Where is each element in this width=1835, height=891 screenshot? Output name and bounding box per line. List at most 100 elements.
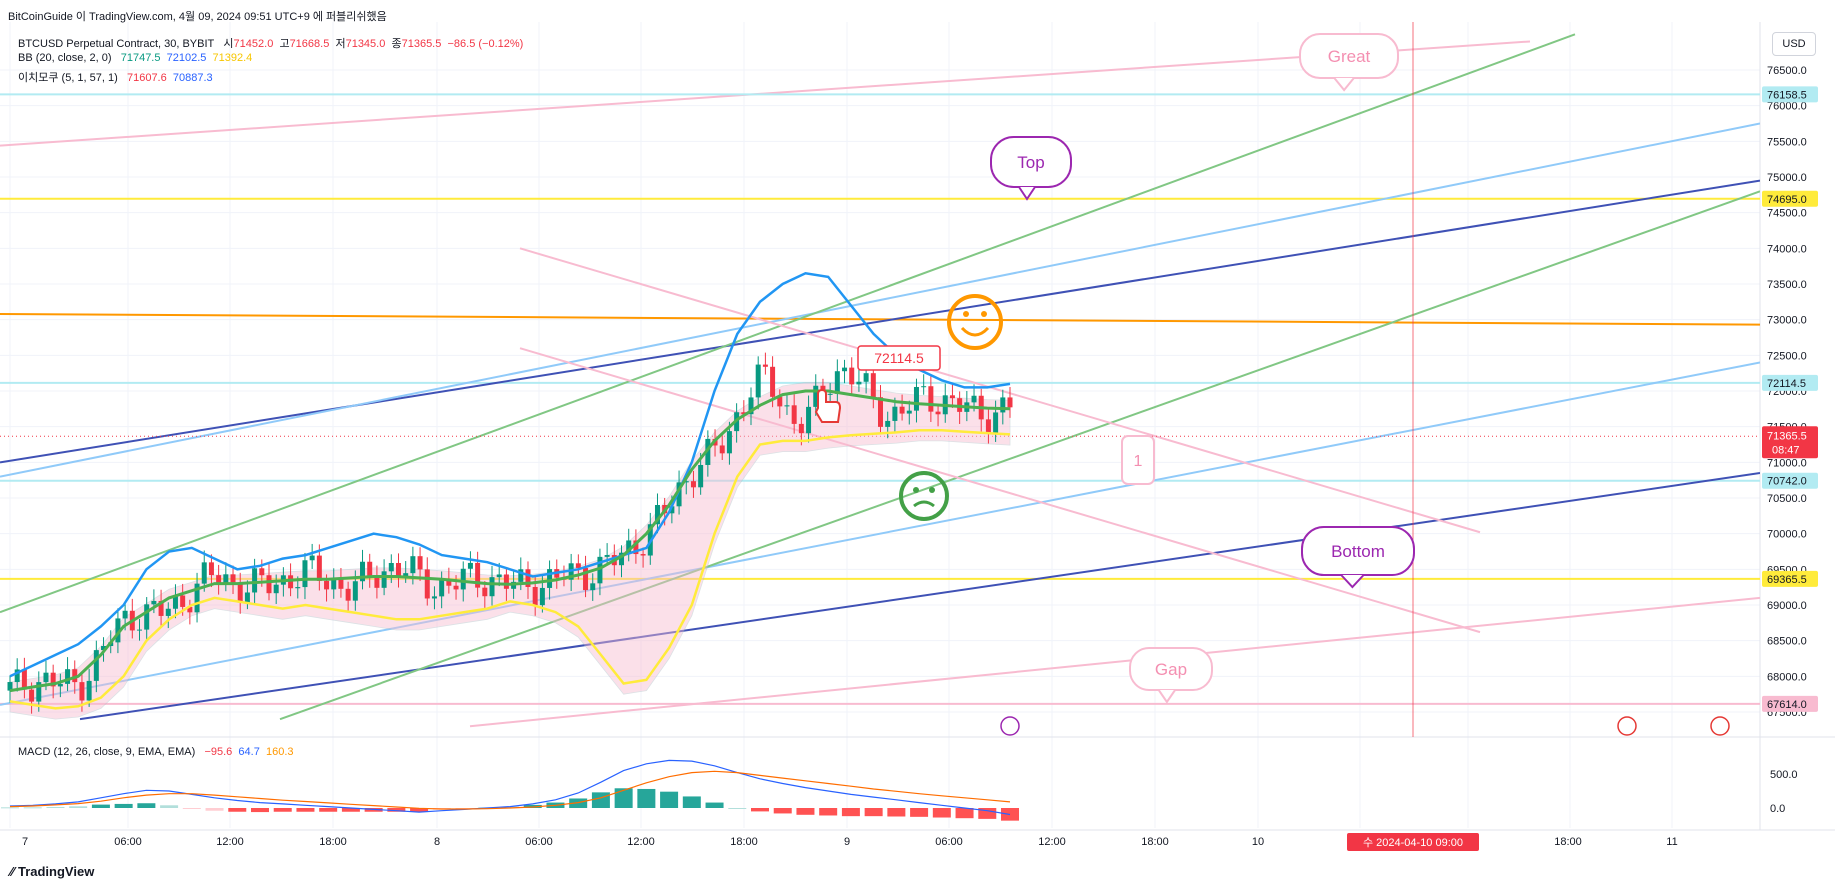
pink-lower-channel <box>469 596 1760 728</box>
price-label-box <box>1762 570 1818 587</box>
macd-histogram-bar <box>501 806 519 808</box>
candle-body <box>316 555 322 581</box>
macd-histogram-bar <box>228 808 247 812</box>
price-label-text: 70742.0 <box>1767 476 1807 488</box>
green-trend-upper <box>0 33 1576 614</box>
bb-name: BB (20, close, 2, 0) <box>18 52 112 64</box>
macd-histogram-bar <box>205 808 224 811</box>
candle-body <box>619 552 625 566</box>
candle-body <box>870 373 876 398</box>
candle-body <box>690 481 696 488</box>
macd-histogram-bar <box>773 808 792 814</box>
time-tick-label: 12:00 <box>627 836 655 848</box>
candle-body <box>626 540 632 553</box>
price-label-box <box>1762 86 1818 103</box>
smiley-sad-icon <box>899 471 949 521</box>
candle-body <box>813 385 819 407</box>
time-tick-label: 10 <box>1252 836 1264 848</box>
candle-body <box>885 420 891 427</box>
candle-body <box>921 386 927 388</box>
indicator-lines <box>9 272 1011 710</box>
candle-body <box>115 618 121 643</box>
candle-body <box>842 367 848 372</box>
event-flag-icon <box>1000 716 1020 736</box>
time-tick-label: 8 <box>434 836 440 848</box>
candle-body <box>503 574 509 589</box>
candle-body <box>633 540 639 555</box>
macd-histogram-bar <box>682 796 701 808</box>
macd-histogram-bar <box>751 808 769 812</box>
candle-body <box>676 482 682 507</box>
smiley-happy-eye <box>963 311 969 317</box>
last-price-text: 71365.5 <box>1767 430 1807 442</box>
price-label-text: 67614.0 <box>1767 699 1807 711</box>
candle-body <box>683 481 689 483</box>
price-callout-box <box>857 345 941 371</box>
callout-great: Great <box>1299 33 1399 92</box>
candle-body <box>29 689 35 702</box>
time-tick-label: 06:00 <box>935 836 963 848</box>
candle-body <box>856 381 862 385</box>
candle-body <box>777 396 783 407</box>
candle-body <box>985 419 991 434</box>
candle-body <box>273 584 279 594</box>
open-value: 71452.0 <box>233 38 274 50</box>
candle-body <box>208 562 214 576</box>
price-label-text: 72114.5 <box>1767 378 1806 390</box>
time-tick-label: 18:00 <box>1554 836 1582 848</box>
callout-top: Top <box>990 136 1072 201</box>
price-tick-label: 71000.0 <box>1767 457 1807 469</box>
candle-body <box>367 561 373 576</box>
macd-histogram-bar <box>273 808 292 812</box>
event-flag-icon <box>1710 716 1730 736</box>
candle-body <box>50 672 56 687</box>
price-tick-label: 69000.0 <box>1767 600 1807 612</box>
price-label-box <box>1762 472 1818 489</box>
macd-histogram-bar <box>796 808 815 815</box>
price-tick-label: 68500.0 <box>1767 636 1807 648</box>
candle-body <box>971 395 977 403</box>
time-tick-label: 06:00 <box>525 836 553 848</box>
candle-body <box>79 682 85 701</box>
macd-histogram-bar <box>23 807 42 809</box>
candle-body <box>784 405 790 407</box>
smiley-happy-face <box>947 294 1003 350</box>
smiley-happy-eye <box>981 311 987 317</box>
smiley-sad-eye <box>913 487 919 493</box>
candle-body <box>475 562 481 588</box>
callout-gap: Gap <box>1129 647 1213 704</box>
candle-body <box>460 568 466 590</box>
candle-body <box>878 397 884 427</box>
bb-basis-line <box>9 389 1011 693</box>
macd-histogram-bar <box>637 788 656 808</box>
callout-bottom-text: Bottom <box>1331 542 1385 561</box>
candle-body <box>719 445 725 454</box>
callouts: Great Top Bottom Gap 1 72114.5 <box>814 33 1730 736</box>
macd-histogram-bar <box>864 808 883 817</box>
candle-body <box>806 406 812 434</box>
candle-body <box>288 575 294 589</box>
macd-histogram-bar <box>660 791 679 808</box>
candle-body <box>72 669 78 683</box>
candle-body <box>698 464 704 488</box>
macd-histogram-bar <box>341 808 360 812</box>
macd-histogram-bar <box>932 808 951 818</box>
navy-trend-lower <box>79 472 1760 721</box>
candle-body <box>892 406 898 421</box>
candle-body <box>338 579 344 589</box>
candle-body <box>913 386 919 411</box>
candle-body <box>1007 397 1013 408</box>
currency-button[interactable]: USD <box>1772 32 1816 56</box>
candle-body <box>194 583 200 613</box>
macd-histogram-bar <box>137 803 156 808</box>
callout-top-text: Top <box>1017 153 1044 172</box>
macd-histogram-bar <box>69 806 88 808</box>
macd-legend: MACD (12, 26, close, 9, EMA, EMA) −95.6 … <box>18 746 294 758</box>
price-label-box <box>1762 374 1818 391</box>
macd-histogram-bar <box>46 806 65 808</box>
hand-pointer-icon <box>814 388 842 423</box>
grid <box>0 22 1835 831</box>
candle-body <box>899 406 905 414</box>
candle-body <box>431 596 437 599</box>
